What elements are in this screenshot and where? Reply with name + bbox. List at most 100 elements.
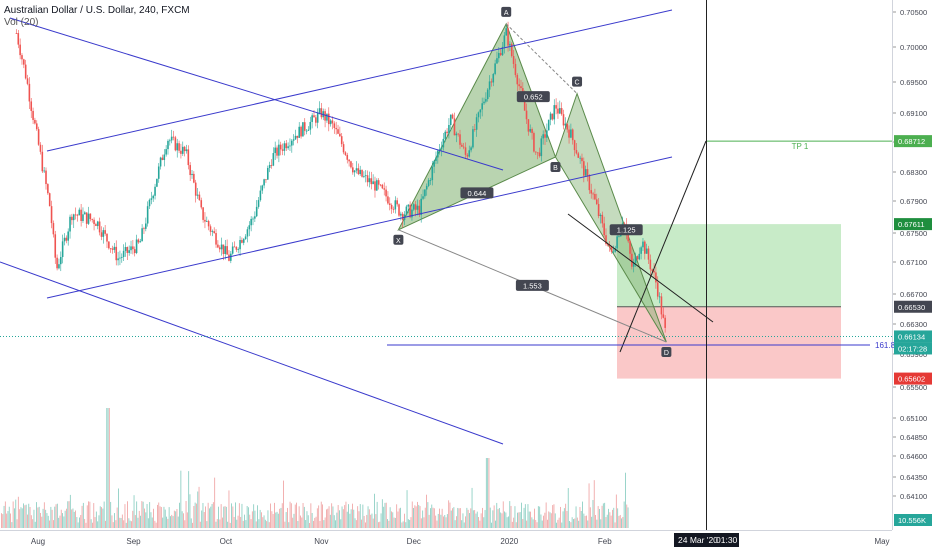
price-tick-label: 0.70500 <box>900 8 927 17</box>
volume-bar <box>513 517 515 528</box>
volume-bar <box>463 522 465 528</box>
ratio-badge-0[interactable] <box>516 91 550 103</box>
candle-body <box>649 259 652 270</box>
harmonic-point-x-marker[interactable] <box>393 234 404 245</box>
volume-bar <box>428 514 430 528</box>
volume-bar <box>97 521 99 528</box>
volume-bar <box>222 517 223 528</box>
candle-body <box>559 108 561 114</box>
volume-bar <box>110 501 112 528</box>
candle-body <box>350 161 352 168</box>
volume-bar <box>146 503 148 528</box>
price-tag-value-1: 0.67611 <box>898 220 925 229</box>
candle-body <box>52 223 55 235</box>
channel-lower-line[interactable] <box>46 156 673 299</box>
candle-body <box>492 73 495 83</box>
volume-bar <box>17 496 19 528</box>
candle-body <box>241 240 243 243</box>
volume-bar <box>446 514 448 528</box>
volume-bar <box>303 506 305 528</box>
channel-upper-line[interactable] <box>46 9 673 152</box>
candle-body <box>287 146 289 149</box>
ratio-badge-3[interactable] <box>609 224 643 236</box>
ratio-badge-1[interactable] <box>460 187 494 199</box>
volume-bar <box>46 513 48 528</box>
volume-bar <box>318 505 320 528</box>
volume-bar <box>27 514 28 528</box>
candle-body <box>89 213 92 220</box>
candle-body <box>43 170 45 172</box>
volume-bar <box>255 521 257 528</box>
price-tick-label: 0.67900 <box>900 197 927 206</box>
candle-body <box>527 119 530 132</box>
volume-bar <box>14 508 15 528</box>
volume-bar <box>95 511 97 528</box>
volume-bar <box>271 511 273 528</box>
volume-bar <box>380 513 382 528</box>
volume-bar <box>400 507 401 528</box>
volume-bar <box>24 505 26 528</box>
harmonic-point-a-marker[interactable] <box>501 6 512 17</box>
candle-body <box>108 241 110 249</box>
volume-bar <box>545 502 547 528</box>
harmonic-point-c-marker[interactable] <box>572 76 583 87</box>
harmonic-point-b-marker[interactable] <box>550 162 561 172</box>
long-position-loss-zone[interactable] <box>617 306 841 379</box>
candle-body <box>100 232 103 237</box>
candle-body <box>215 233 217 245</box>
candle-body <box>518 84 520 87</box>
volume-bar <box>597 506 599 528</box>
candle-body <box>156 178 158 187</box>
candle-body <box>193 173 195 183</box>
volume-bar <box>72 508 74 528</box>
candle-body <box>302 122 304 137</box>
volume-bar <box>610 515 612 528</box>
price-tick-label: 0.64100 <box>900 492 927 501</box>
volume-bar <box>497 509 499 528</box>
volume-bar <box>306 511 308 528</box>
symbol-title[interactable]: Australian Dollar / U.S. Dollar, 240, FX… <box>4 5 190 16</box>
candle-body <box>496 58 498 64</box>
candle-body <box>235 247 238 250</box>
volume-bar <box>367 506 369 528</box>
volume-bar <box>328 506 330 528</box>
ratio-value-2: 1.553 <box>523 281 542 290</box>
volume-bar <box>144 508 145 528</box>
candle-body <box>117 258 119 261</box>
falling-resistance-line[interactable] <box>567 213 714 323</box>
candle-body <box>296 135 299 138</box>
harmonic-point-d-marker[interactable] <box>661 347 672 357</box>
price-tag-value-0: 0.68712 <box>898 137 925 146</box>
volume-bar <box>556 522 557 528</box>
candle-body <box>19 44 21 56</box>
volume-bar <box>530 511 531 528</box>
ratio-badge-2[interactable] <box>515 279 549 291</box>
volume-bar <box>534 508 535 528</box>
volume-bar <box>103 501 105 528</box>
volume-bar <box>218 506 219 528</box>
candle-body <box>540 138 543 157</box>
candle-body <box>239 240 241 250</box>
volume-bar <box>532 519 534 528</box>
volume-bar <box>151 517 153 528</box>
price-tick-label: 0.65900 <box>900 350 927 359</box>
volume-bar <box>500 512 502 528</box>
volume-bar <box>482 507 483 528</box>
candle-body <box>61 241 64 258</box>
projection-line[interactable] <box>619 140 707 353</box>
candle-body <box>451 114 454 119</box>
fib-level-label: 161.8 <box>875 341 896 350</box>
volume-indicator-label[interactable]: Vol (20) <box>4 17 39 28</box>
candle-body <box>104 230 106 234</box>
volume-bar <box>498 508 500 528</box>
candle-body <box>610 246 613 252</box>
descending-channel-line[interactable] <box>0 261 504 445</box>
volume-bar <box>127 501 128 528</box>
volume-bar <box>329 514 331 528</box>
candle-body <box>106 233 108 242</box>
volume-bar <box>180 470 182 528</box>
descending-trendline[interactable] <box>9 17 504 171</box>
price-tag-value-6: 10.556K <box>898 516 926 525</box>
